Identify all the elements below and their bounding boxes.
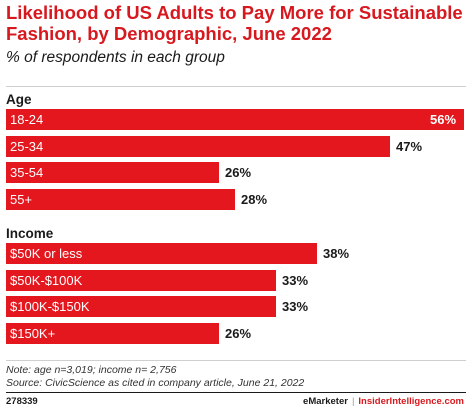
bar: [6, 136, 390, 157]
bar: [6, 270, 276, 291]
value-label: 26%: [225, 326, 252, 341]
sample-note: Note: age n=3,019; income n= 2,756: [6, 364, 177, 376]
category-label: 35-54: [10, 165, 44, 180]
bar: [6, 162, 219, 183]
footer-brand: eMarketer | InsiderIntelligence.com: [303, 396, 464, 407]
category-label: $150K+: [10, 326, 56, 341]
chart-id: 278339: [6, 396, 38, 407]
bar: [6, 243, 317, 264]
group-label-age: Age: [6, 92, 32, 107]
bottom-rule: [6, 360, 466, 361]
value-label: 26%: [225, 165, 252, 180]
source-note: Source: CivicScience as cited in company…: [6, 377, 305, 389]
value-label: 28%: [241, 192, 268, 207]
value-label: 33%: [282, 299, 309, 314]
category-label: $50K-$100K: [10, 273, 83, 288]
category-label: $50K or less: [10, 246, 83, 261]
footer-rule: [6, 392, 466, 393]
bar: [6, 189, 235, 210]
chart-subtitle: % of respondents in each group: [6, 49, 225, 66]
brand-name: eMarketer: [303, 396, 348, 407]
bar: [6, 323, 219, 344]
value-label: 56%: [430, 112, 457, 127]
value-label: 47%: [396, 139, 423, 154]
category-label: 18-24: [10, 112, 44, 127]
category-label: 55+: [10, 192, 33, 207]
bar: [6, 296, 276, 317]
value-label: 38%: [323, 246, 350, 261]
notes: Note: age n=3,019; income n= 2,756 Sourc…: [6, 364, 304, 390]
brand-site-link[interactable]: InsiderIntelligence.com: [358, 396, 464, 407]
value-label: 33%: [282, 273, 309, 288]
category-label: 25-34: [10, 139, 44, 154]
chart-title: Likelihood of US Adults to Pay More for …: [6, 2, 463, 44]
top-rule: [6, 86, 466, 87]
brand-separator: |: [351, 396, 355, 407]
category-label: $100K-$150K: [10, 299, 90, 314]
bar: [6, 109, 464, 130]
group-label-income: Income: [6, 226, 54, 241]
